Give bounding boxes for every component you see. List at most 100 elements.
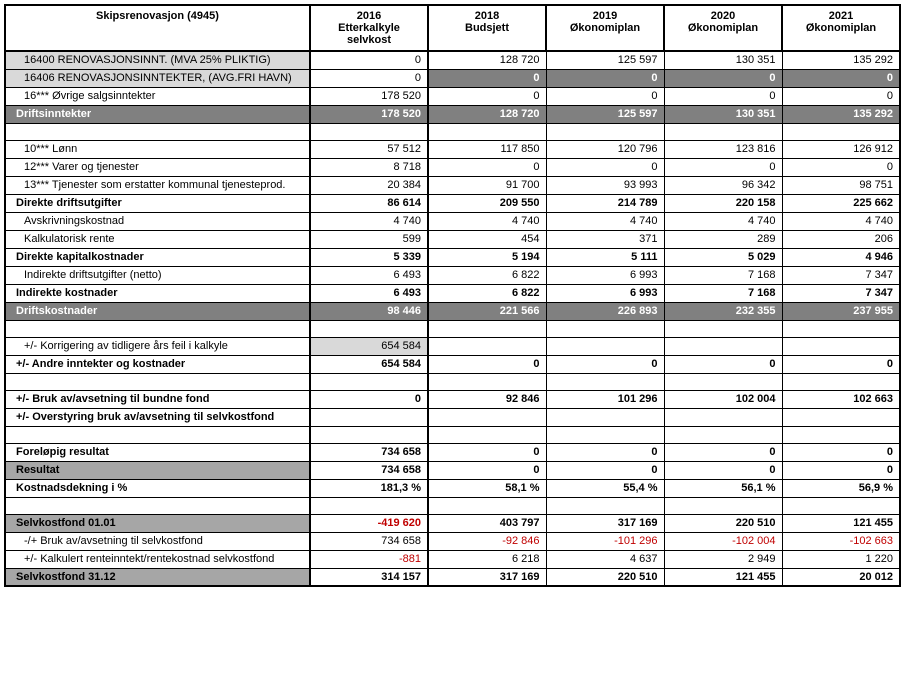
value-cell: 1 220 <box>782 550 900 568</box>
value-cell: 6 218 <box>428 550 546 568</box>
value-cell: 6 993 <box>546 284 664 302</box>
value-cell: 128 720 <box>428 51 546 69</box>
table-row: +/- Andre inntekter og kostnader654 5840… <box>5 355 900 373</box>
value-cell: 0 <box>546 461 664 479</box>
table-row: Selvkostfond 01.01-419 620403 797317 169… <box>5 514 900 532</box>
value-cell: 0 <box>782 87 900 105</box>
value-cell: 128 720 <box>428 105 546 123</box>
value-cell: 6 822 <box>428 266 546 284</box>
value-cell: 125 597 <box>546 51 664 69</box>
value-cell: 20 012 <box>782 568 900 586</box>
table-row: Driftsinntekter178 520128 720125 597130 … <box>5 105 900 123</box>
value-cell: 0 <box>664 158 782 176</box>
value-cell: 117 850 <box>428 140 546 158</box>
value-cell: 0 <box>428 443 546 461</box>
value-cell: 55,4 % <box>546 479 664 497</box>
value-cell: 0 <box>546 443 664 461</box>
table-row: Kalkulatorisk rente599454371289206 <box>5 230 900 248</box>
row-label: +/- Overstyring bruk av/avsetning til se… <box>5 408 310 426</box>
value-cell: 0 <box>664 69 782 87</box>
value-cell: 120 796 <box>546 140 664 158</box>
row-label: +/- Korrigering av tidligere års feil i … <box>5 337 310 355</box>
value-cell: 178 520 <box>310 87 428 105</box>
value-cell: 0 <box>428 69 546 87</box>
value-cell: 0 <box>428 158 546 176</box>
row-label: Avskrivningskostnad <box>5 212 310 230</box>
row-label: 13*** Tjenester som erstatter kommunal t… <box>5 176 310 194</box>
table-row: Kostnadsdekning i %181,3 %58,1 %55,4 %56… <box>5 479 900 497</box>
value-cell: 7 168 <box>664 266 782 284</box>
table-row: Driftskostnader98 446221 566226 893232 3… <box>5 302 900 320</box>
value-cell: 4 740 <box>428 212 546 230</box>
table-row: -/+ Bruk av/avsetning til selvkostfond73… <box>5 532 900 550</box>
value-cell: 734 658 <box>310 443 428 461</box>
value-cell: 0 <box>664 461 782 479</box>
table-row: 16400 RENOVASJONSINNT. (MVA 25% PLIKTIG)… <box>5 51 900 69</box>
value-cell: 654 584 <box>310 337 428 355</box>
row-label: Direkte kapitalkostnader <box>5 248 310 266</box>
value-cell: 4 740 <box>310 212 428 230</box>
row-label: 16400 RENOVASJONSINNT. (MVA 25% PLIKTIG) <box>5 51 310 69</box>
table-row: Selvkostfond 31.12314 157317 169220 5101… <box>5 568 900 586</box>
row-label: Selvkostfond 01.01 <box>5 514 310 532</box>
value-cell: 121 455 <box>782 514 900 532</box>
table-row: Indirekte driftsutgifter (netto)6 4936 8… <box>5 266 900 284</box>
value-cell <box>428 408 546 426</box>
table-row: Avskrivningskostnad4 7404 7404 7404 7404… <box>5 212 900 230</box>
value-cell: 123 816 <box>664 140 782 158</box>
value-cell: 0 <box>664 87 782 105</box>
value-cell <box>664 337 782 355</box>
col-2019: 2019Økonomiplan <box>546 5 664 51</box>
value-cell: 403 797 <box>428 514 546 532</box>
value-cell: 0 <box>782 461 900 479</box>
value-cell: -419 620 <box>310 514 428 532</box>
value-cell: 6 822 <box>428 284 546 302</box>
table-row <box>5 320 900 337</box>
value-cell: 135 292 <box>782 105 900 123</box>
table-row <box>5 497 900 514</box>
table-row <box>5 373 900 390</box>
value-cell: 135 292 <box>782 51 900 69</box>
value-cell: 317 169 <box>546 514 664 532</box>
value-cell: 101 296 <box>546 390 664 408</box>
value-cell: 0 <box>782 158 900 176</box>
value-cell: 734 658 <box>310 461 428 479</box>
value-cell: -102 004 <box>664 532 782 550</box>
table-row: Resultat734 6580000 <box>5 461 900 479</box>
row-label: Resultat <box>5 461 310 479</box>
row-label: 16*** Øvrige salgsinntekter <box>5 87 310 105</box>
value-cell: 220 158 <box>664 194 782 212</box>
value-cell: 5 194 <box>428 248 546 266</box>
table-row <box>5 123 900 140</box>
table-row: +/- Overstyring bruk av/avsetning til se… <box>5 408 900 426</box>
row-label: +/- Andre inntekter og kostnader <box>5 355 310 373</box>
value-cell: 0 <box>546 69 664 87</box>
value-cell: 4 946 <box>782 248 900 266</box>
value-cell: 7 347 <box>782 284 900 302</box>
value-cell <box>428 337 546 355</box>
table-row: 16406 RENOVASJONSINNTEKTER, (AVG.FRI HAV… <box>5 69 900 87</box>
table-row: Direkte kapitalkostnader5 3395 1945 1115… <box>5 248 900 266</box>
row-label: +/- Kalkulert renteinntekt/rentekostnad … <box>5 550 310 568</box>
value-cell: 0 <box>782 355 900 373</box>
row-label: Indirekte kostnader <box>5 284 310 302</box>
table-row: +/- Korrigering av tidligere års feil i … <box>5 337 900 355</box>
value-cell: 0 <box>782 443 900 461</box>
value-cell: 0 <box>546 87 664 105</box>
value-cell: 5 339 <box>310 248 428 266</box>
table-row: +/- Bruk av/avsetning til bundne fond092… <box>5 390 900 408</box>
value-cell: 57 512 <box>310 140 428 158</box>
value-cell: 237 955 <box>782 302 900 320</box>
value-cell: 289 <box>664 230 782 248</box>
value-cell: 226 893 <box>546 302 664 320</box>
value-cell: -881 <box>310 550 428 568</box>
row-label: Driftskostnader <box>5 302 310 320</box>
value-cell: 58,1 % <box>428 479 546 497</box>
value-cell: 130 351 <box>664 51 782 69</box>
value-cell: 91 700 <box>428 176 546 194</box>
table-row: +/- Kalkulert renteinntekt/rentekostnad … <box>5 550 900 568</box>
col-2018: 2018Budsjett <box>428 5 546 51</box>
value-cell: 121 455 <box>664 568 782 586</box>
budget-table: Skipsrenovasjon (4945) 2016Etterkalkyle … <box>4 4 901 587</box>
value-cell: 0 <box>546 158 664 176</box>
